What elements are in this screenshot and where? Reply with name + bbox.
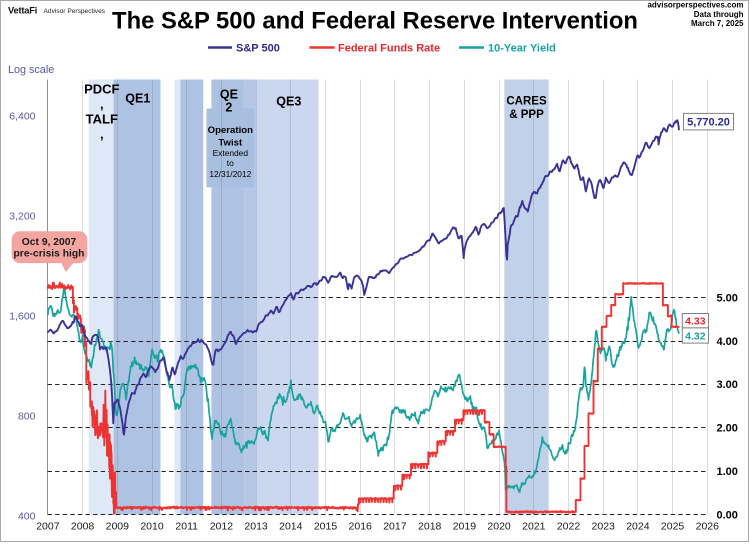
svg-text:4.32: 4.32 (685, 331, 706, 343)
svg-text:2026: 2026 (696, 521, 720, 533)
svg-text:Data through: Data through (694, 10, 744, 19)
svg-text:,: , (100, 97, 104, 112)
svg-text:Federal Funds Rate: Federal Funds Rate (338, 43, 440, 55)
svg-text:12/31/2012: 12/31/2012 (209, 169, 251, 179)
svg-text:2010: 2010 (140, 521, 164, 533)
svg-text:Twist: Twist (218, 137, 243, 148)
svg-text:PDCF: PDCF (84, 82, 119, 97)
svg-text:2025: 2025 (661, 521, 685, 533)
svg-text:Advisor Perspectives: Advisor Perspectives (44, 8, 106, 15)
svg-text:1,600: 1,600 (9, 311, 35, 323)
svg-text:3,200: 3,200 (9, 211, 35, 223)
svg-text:QE: QE (220, 87, 238, 101)
svg-text:2016: 2016 (349, 521, 373, 533)
svg-text:QE1: QE1 (125, 91, 150, 105)
svg-text:2007: 2007 (36, 521, 60, 533)
svg-text:2017: 2017 (383, 521, 407, 533)
svg-text:TALF: TALF (86, 112, 118, 127)
svg-text:2.00: 2.00 (717, 423, 738, 435)
svg-text:2022: 2022 (557, 521, 581, 533)
svg-text:S&P 500: S&P 500 (236, 43, 280, 55)
svg-text:2024: 2024 (626, 521, 650, 533)
svg-text:Operation: Operation (208, 125, 253, 136)
svg-text:Extended: Extended (213, 148, 249, 158)
svg-text:2013: 2013 (244, 521, 268, 533)
svg-text:pre-crisis high: pre-crisis high (14, 248, 85, 259)
svg-text:QE3: QE3 (276, 94, 301, 108)
svg-text:2021: 2021 (522, 521, 546, 533)
svg-text:March 7, 2025: March 7, 2025 (691, 19, 744, 28)
svg-text:4.33: 4.33 (685, 316, 706, 328)
svg-text:800: 800 (18, 411, 36, 423)
svg-text:Oct 9, 2007: Oct 9, 2007 (22, 237, 77, 248)
svg-text:2008: 2008 (71, 521, 95, 533)
svg-text:2018: 2018 (418, 521, 442, 533)
svg-text:0.00: 0.00 (717, 509, 738, 521)
svg-text:2019: 2019 (453, 521, 477, 533)
svg-text:10-Year Yield: 10-Year Yield (488, 43, 556, 55)
svg-text:400: 400 (18, 511, 36, 523)
svg-text:3.00: 3.00 (717, 379, 738, 391)
svg-text:1.00: 1.00 (717, 466, 738, 478)
svg-text:,: , (100, 127, 104, 142)
svg-text:2014: 2014 (279, 521, 303, 533)
svg-text:The S&P 500 and Federal Reserv: The S&P 500 and Federal Reserve Interven… (112, 8, 638, 35)
svg-text:2012: 2012 (210, 521, 234, 533)
svg-text:5,770.20: 5,770.20 (687, 117, 730, 129)
svg-text:CARES: CARES (506, 95, 547, 107)
svg-text:2011: 2011 (175, 521, 198, 533)
svg-text:6,400: 6,400 (9, 111, 35, 123)
svg-text:to: to (227, 158, 234, 168)
svg-text:2020: 2020 (487, 521, 511, 533)
svg-text:advisorperspectives.com: advisorperspectives.com (647, 1, 743, 10)
svg-text:4.00: 4.00 (717, 336, 738, 348)
svg-text:2015: 2015 (314, 521, 338, 533)
svg-text:2: 2 (225, 100, 232, 114)
svg-text:Log scale: Log scale (8, 64, 54, 76)
svg-text:& PPP: & PPP (509, 109, 544, 121)
svg-text:2023: 2023 (592, 521, 616, 533)
svg-text:2009: 2009 (106, 521, 130, 533)
svg-text:5.00: 5.00 (717, 293, 738, 305)
svg-text:VettaFi: VettaFi (8, 6, 37, 16)
